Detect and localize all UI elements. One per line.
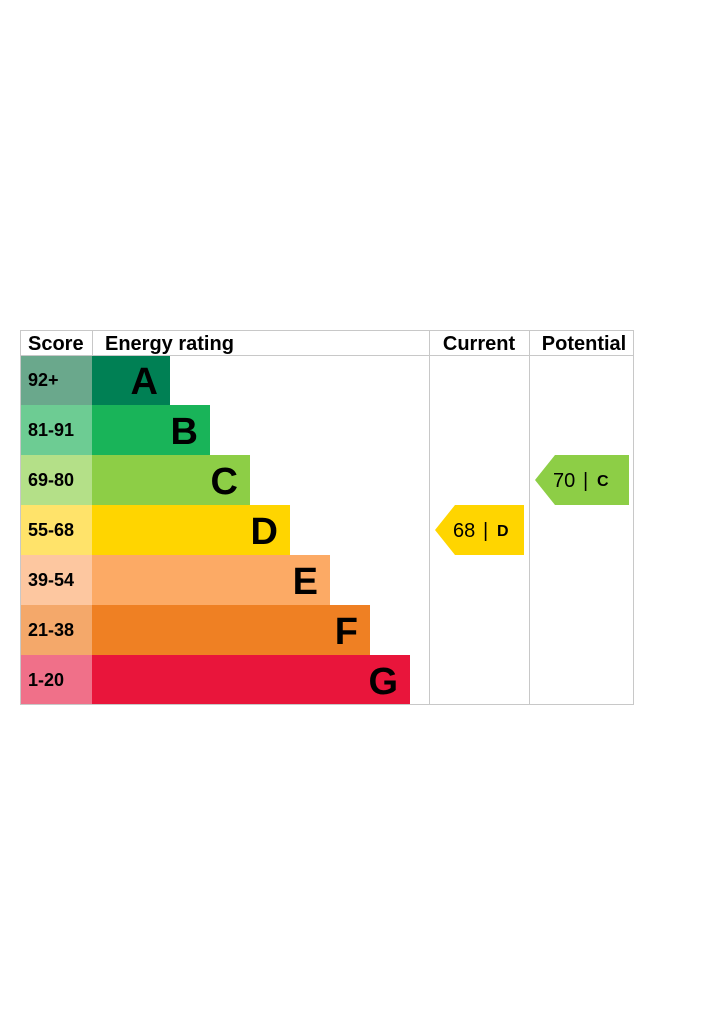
table-border bbox=[20, 330, 634, 705]
score-cell-g bbox=[20, 655, 92, 705]
band-bar-g bbox=[92, 655, 410, 705]
band-letter-g: G bbox=[368, 661, 398, 703]
score-cell-f bbox=[20, 605, 92, 655]
band-bar-b bbox=[92, 405, 210, 455]
band-letter-b: B bbox=[171, 411, 198, 453]
current-rating-letter: D bbox=[497, 523, 509, 540]
current-rating-separator: | bbox=[483, 520, 488, 542]
band-letter-d: D bbox=[251, 511, 278, 553]
band-bar-a bbox=[92, 355, 170, 405]
score-range-g: 1-20 bbox=[28, 670, 64, 690]
current-header: Current bbox=[443, 333, 516, 355]
score-cell-b bbox=[20, 405, 92, 455]
band-letter-a: A bbox=[131, 361, 158, 403]
current-rating-indicator: 68 | D bbox=[435, 505, 524, 555]
rating-bands: 92+ A 81-91 B 69-80 C 55-68 D 39-54 E 21-38 F 1-20 G bbox=[20, 355, 410, 705]
score-range-e: 39-54 bbox=[28, 570, 74, 590]
band-bar-f bbox=[92, 605, 370, 655]
current-rating-arrow bbox=[435, 505, 524, 555]
score-range-b: 81-91 bbox=[28, 420, 74, 440]
score-cell-a bbox=[20, 355, 92, 405]
score-range-c: 69-80 bbox=[28, 470, 74, 490]
energy-rating-header: Energy rating bbox=[105, 333, 234, 355]
current-rating-value: 68 bbox=[453, 520, 475, 542]
band-letter-e: E bbox=[293, 561, 318, 603]
band-bar-e bbox=[92, 555, 330, 605]
score-cell-e bbox=[20, 555, 92, 605]
band-letter-f: F bbox=[335, 611, 358, 653]
score-range-a: 92+ bbox=[28, 370, 59, 390]
score-header: Score bbox=[28, 333, 84, 355]
potential-header: Potential bbox=[542, 333, 626, 355]
band-bar-d bbox=[92, 505, 290, 555]
potential-rating-indicator: 70 | C bbox=[535, 455, 629, 505]
potential-rating-letter: C bbox=[597, 473, 609, 490]
score-range-f: 21-38 bbox=[28, 620, 74, 640]
potential-rating-separator: | bbox=[583, 470, 588, 492]
potential-rating-arrow bbox=[535, 455, 629, 505]
table-grid bbox=[20, 330, 634, 705]
score-range-d: 55-68 bbox=[28, 520, 74, 540]
score-cell-c bbox=[20, 455, 92, 505]
band-bar-c bbox=[92, 455, 250, 505]
potential-rating-value: 70 bbox=[553, 470, 575, 492]
score-cell-d bbox=[20, 505, 92, 555]
band-letter-c: C bbox=[211, 461, 238, 503]
